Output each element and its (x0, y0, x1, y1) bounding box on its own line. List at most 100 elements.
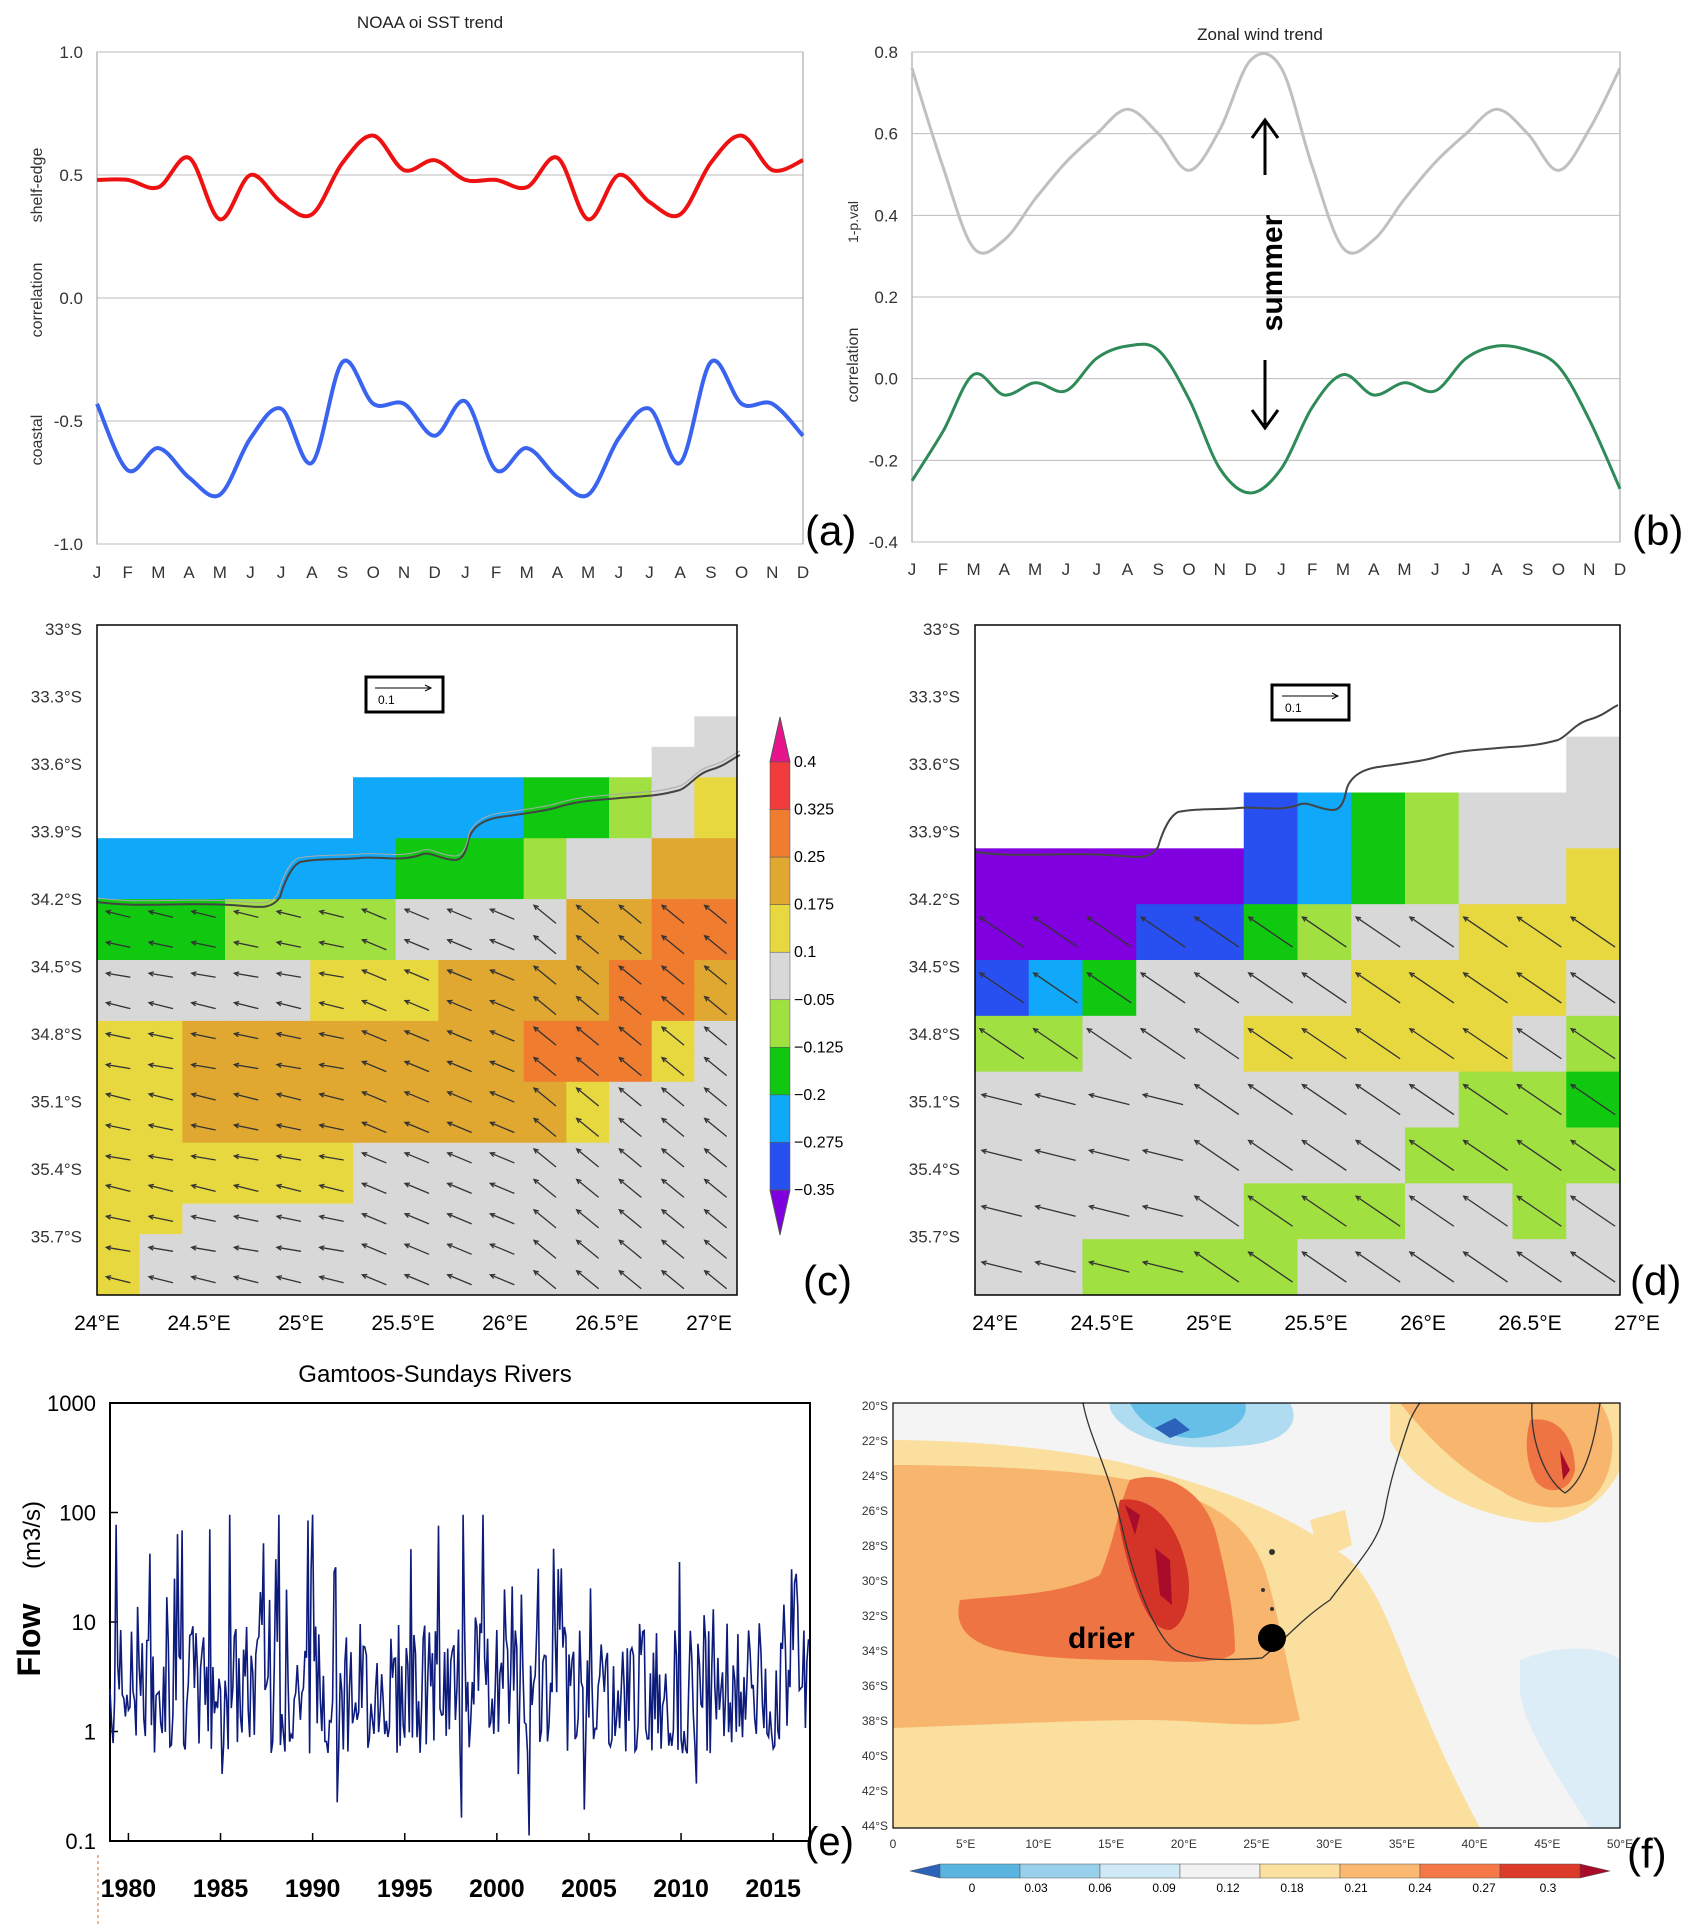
grid-cell (1243, 848, 1298, 905)
wind-vector-head (1301, 1195, 1308, 1201)
wind-vector (447, 1274, 472, 1286)
wind-vector (319, 941, 344, 948)
wind-vector-head (703, 1056, 710, 1063)
panel-label-a: (a) (805, 507, 856, 554)
wind-vector (447, 1000, 472, 1012)
grid-cell (395, 868, 439, 900)
colorbar-left-triangle (909, 1863, 941, 1879)
wind-vector-head (1462, 1139, 1469, 1146)
grid-cell (139, 868, 183, 900)
wind-vector (362, 1213, 387, 1225)
wind-vector-head (318, 1183, 325, 1190)
wind-vector (618, 1117, 642, 1138)
lat-tick-label: 33°S (923, 620, 960, 639)
grid-cell (975, 848, 1030, 905)
y-tick-label: 1 (84, 1720, 96, 1745)
wind-vector (362, 1274, 387, 1286)
panel-e-title: Gamtoos-Sundays Rivers (298, 1361, 571, 1388)
wind-vector (191, 1063, 216, 1070)
panel-label-f: (f) (1627, 1830, 1667, 1877)
lat-tick-label: 42°S (862, 1784, 888, 1798)
wind-vector (704, 1087, 728, 1107)
wind-vector (490, 969, 515, 981)
wind-vector (1570, 1084, 1616, 1116)
wind-vector-head (532, 1239, 540, 1246)
wind-vector-head (980, 1260, 987, 1266)
wind-vector (1570, 972, 1616, 1004)
wind-vector (533, 1148, 557, 1168)
wind-vector-head (1569, 1139, 1577, 1146)
wind-vector-head (1032, 916, 1039, 922)
wind-vector (191, 1184, 216, 1193)
wind-vector (576, 935, 600, 955)
wind-vector-head (532, 1056, 540, 1063)
wind-vector-head (660, 1208, 668, 1215)
colorbar-bottom-triangle (769, 1189, 791, 1236)
grid-cell (225, 868, 269, 900)
wind-vector (319, 1063, 344, 1070)
wind-vector (1033, 916, 1078, 948)
wind-vector-head (532, 1087, 540, 1093)
wind-vector-head (104, 971, 112, 977)
wind-vector-head (532, 1117, 540, 1124)
wind-vector (1463, 1251, 1508, 1283)
wind-vector-head (980, 1148, 987, 1155)
lon-tick-label: 30°E (1316, 1837, 1342, 1851)
x-tick-label: J (1277, 560, 1286, 579)
wind-vector-head (318, 971, 325, 977)
x-tick-label: A (1368, 560, 1380, 579)
colorbar-label: −0.275 (794, 1134, 843, 1151)
wind-vector (1248, 916, 1293, 948)
wind-vector (1355, 1028, 1401, 1060)
wind-vector-head (1516, 1083, 1523, 1090)
panel-c-frame (96, 624, 738, 1296)
wind-vector-head (1301, 1083, 1308, 1090)
wind-vector (576, 1026, 600, 1046)
grid-cell (395, 777, 439, 809)
wind-vector-head (1462, 916, 1469, 922)
grid-cell (1028, 848, 1083, 905)
panel-b-title: Zonal wind trend (1197, 25, 1323, 44)
wind-vector-head (618, 1026, 625, 1032)
wind-vector (1570, 1139, 1616, 1171)
wind-vector-head (618, 1239, 625, 1246)
wind-vector-head (618, 904, 625, 911)
wind-vector (1463, 1139, 1508, 1171)
wind-vector-head (1141, 1148, 1149, 1155)
colorbar-segment (769, 761, 791, 810)
wind-vector (1570, 916, 1616, 948)
wind-vector (191, 1093, 216, 1101)
wind-vector (319, 1246, 344, 1252)
grid-cell (523, 777, 567, 809)
wind-vector-head (446, 1091, 453, 1097)
grid-cell (481, 838, 525, 870)
lon-tick-label: 45°E (1534, 1837, 1560, 1851)
wind-vector (1302, 1139, 1347, 1171)
wind-vector-head (660, 1239, 668, 1246)
wind-vector (362, 1091, 387, 1103)
grid-cell (438, 807, 482, 839)
wind-vector-head (1569, 972, 1577, 978)
grid-cell (694, 807, 738, 839)
wind-vector (490, 1213, 515, 1225)
wind-vector-head (618, 1056, 625, 1063)
x-tick-label: A (1122, 560, 1134, 579)
wind-vector-head (1516, 1139, 1523, 1146)
wind-vector (319, 1093, 344, 1101)
wind-vector-head (1247, 1195, 1254, 1201)
wind-vector (1355, 972, 1401, 1004)
panel-a-ylabel-correlation: correlation (29, 263, 46, 338)
y-tick-label: 0.1 (65, 1829, 96, 1854)
wind-vector (1355, 916, 1401, 948)
lon-tick-label: 26°E (482, 1312, 528, 1335)
wind-vector-head (104, 909, 112, 916)
x-tick-label: 1980 (101, 1875, 157, 1903)
wind-vector (661, 965, 685, 985)
lon-tick-label: 5°E (956, 1837, 975, 1851)
wind-vector (981, 1093, 1023, 1106)
wind-vector (661, 1087, 685, 1107)
series-line-1-p.val (910, 52, 1622, 255)
wind-vector (1463, 916, 1508, 948)
wind-vector (404, 1213, 430, 1225)
wind-vector (1089, 1149, 1130, 1162)
